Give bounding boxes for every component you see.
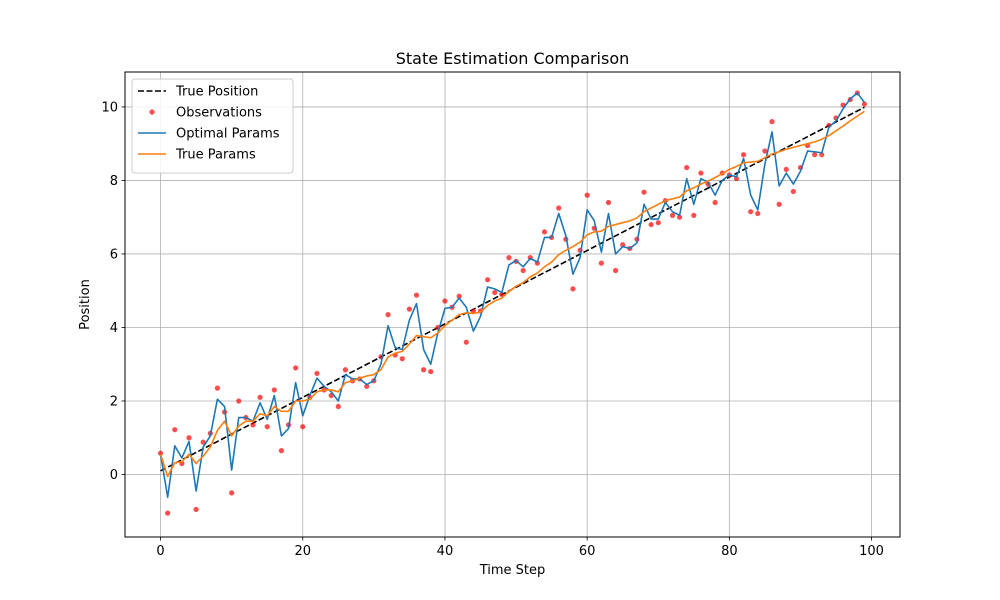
observation-point (165, 510, 171, 516)
observation-point (428, 368, 434, 375)
observations-legend-label: Observations (176, 106, 262, 121)
observation-point (293, 365, 299, 371)
observation-point (605, 199, 612, 206)
observation-point (499, 291, 505, 297)
observation-point (740, 152, 747, 158)
observation-point (812, 152, 818, 158)
plot-area (157, 90, 868, 516)
observation-point (733, 176, 740, 182)
observation-point (612, 267, 619, 274)
observation-point (492, 289, 498, 296)
y-tick-label: 10 (101, 100, 118, 115)
observation-point (406, 306, 413, 312)
observation-point (264, 424, 270, 430)
legend: True Position Observations Optimal Params T… (131, 78, 294, 174)
observation-point (250, 422, 256, 428)
observation-point (470, 308, 476, 314)
optimal-params-legend-label: Optimal Params (176, 127, 280, 142)
true-params-legend-label: True Params (175, 148, 256, 163)
observation-point (335, 403, 341, 410)
observation-point (413, 292, 420, 298)
observation-point (236, 398, 242, 404)
observation-point (314, 370, 320, 377)
observation-point (214, 385, 221, 391)
observation-point (485, 277, 491, 283)
observation-point (421, 367, 427, 373)
observation-point (641, 189, 647, 195)
x-tick-label: 20 (294, 544, 311, 559)
observation-point (598, 260, 604, 266)
observation-point (157, 450, 164, 456)
observation-point (520, 267, 526, 274)
observation-point (669, 212, 676, 218)
observation-point (698, 170, 704, 176)
y-tick-label: 4 (110, 321, 118, 336)
true-params-line (159, 110, 865, 478)
observation-point (755, 210, 761, 217)
observation-point (790, 188, 796, 195)
x-tick-label: 40 (437, 544, 454, 559)
observation-point (271, 387, 277, 393)
observation-point (861, 101, 868, 107)
observation-point (193, 506, 199, 513)
x-tick-label: 60 (579, 544, 596, 559)
axis-ticks: 0 20 40 60 80 100 0 2 4 6 8 10 (101, 100, 884, 559)
grid-lines (125, 72, 900, 537)
observation-point (364, 383, 370, 389)
observation-point (278, 448, 285, 454)
observation-point (186, 435, 192, 441)
y-tick-label: 0 (110, 468, 118, 483)
observation-point (342, 367, 349, 373)
observation-point (399, 356, 405, 362)
observation-point (570, 286, 576, 292)
observation-point (442, 298, 448, 304)
observation-point (456, 293, 462, 299)
x-tick-label: 100 (859, 544, 884, 559)
observation-point (655, 220, 661, 226)
observation-point (584, 192, 590, 198)
observation-point (676, 214, 683, 220)
y-axis-label: Position (78, 279, 93, 330)
observation-point (776, 201, 782, 207)
observation-point (769, 119, 775, 125)
observation-point (172, 427, 178, 433)
observation-point (620, 242, 626, 248)
x-tick-label: 80 (721, 544, 738, 559)
observation-point (300, 424, 306, 430)
observation-point (684, 164, 690, 171)
observations-legend-key (149, 109, 155, 115)
optimal-params-line (159, 92, 866, 499)
observation-point (748, 209, 754, 215)
observation-point (229, 490, 235, 496)
observation-point (648, 221, 654, 228)
observation-point (257, 394, 263, 400)
observation-point (463, 339, 469, 345)
plot-frame (124, 71, 901, 538)
observation-point (783, 166, 789, 173)
observation-point (712, 199, 718, 206)
observation-point (691, 212, 697, 218)
x-axis-label: Time Step (479, 563, 546, 578)
legend-box (131, 78, 294, 174)
observation-point (385, 312, 391, 318)
observation-point (556, 205, 562, 211)
x-tick-label: 0 (156, 544, 164, 559)
observation-point (541, 229, 548, 235)
observation-point (762, 148, 768, 154)
true-position-legend-label: True Position (175, 85, 258, 100)
y-tick-label: 2 (110, 394, 118, 409)
y-tick-label: 8 (110, 174, 118, 189)
y-tick-label: 6 (110, 247, 118, 262)
observation-point (506, 255, 512, 261)
chart-title: State Estimation Comparison (396, 49, 630, 68)
